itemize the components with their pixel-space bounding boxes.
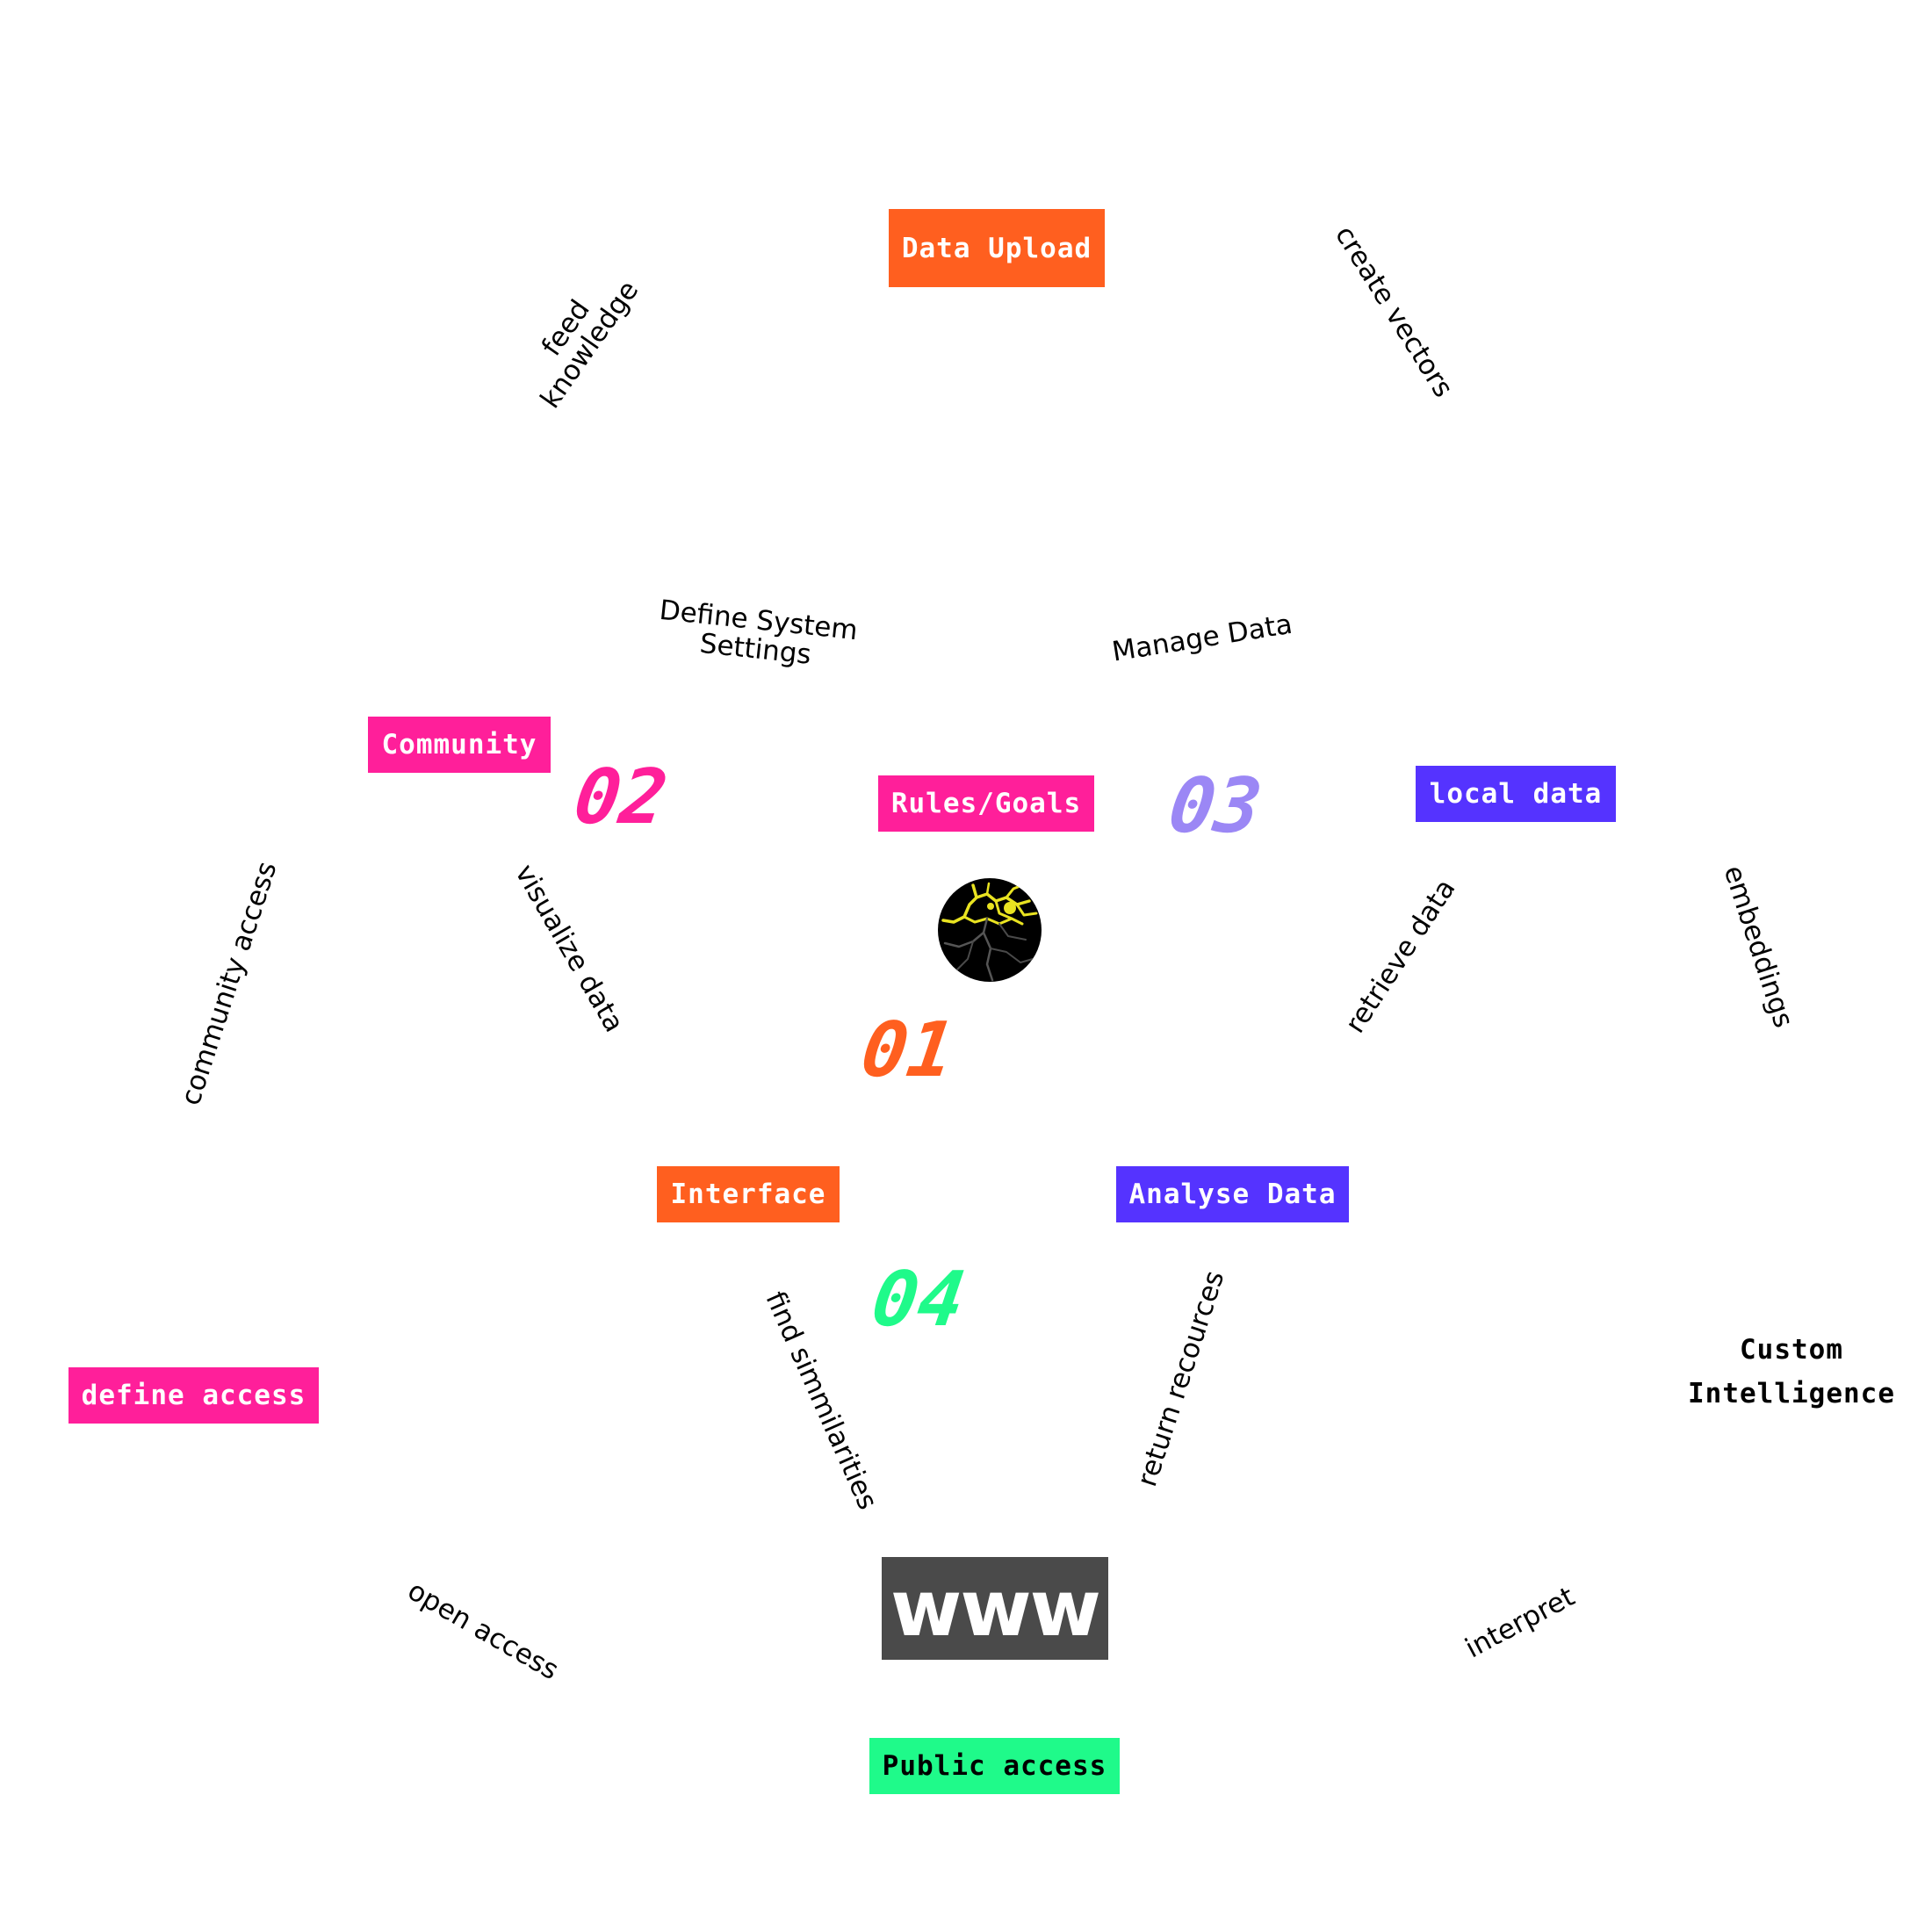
community-box: Community — [368, 717, 551, 773]
step-number-02: 02 — [568, 753, 673, 841]
embeddings-label: embeddings — [1717, 861, 1799, 1032]
find-simmilarities-label: find simmilarities — [759, 1287, 884, 1515]
globe-icon — [938, 878, 1042, 982]
custom-intelligence-label: Custom Intelligence — [1688, 1334, 1895, 1409]
community-access-label: community access — [174, 857, 284, 1109]
define-access-box: define access — [68, 1367, 319, 1424]
visualize-data-label: visualize data — [508, 859, 631, 1038]
feed-knowledge-label: feed knowledge — [534, 275, 645, 415]
rules-goals-box: Rules/Goals — [878, 775, 1094, 832]
www-box: www — [882, 1557, 1108, 1660]
create-vectors-label: create vectors — [1328, 220, 1460, 403]
retrieve-data-label: retrieve data — [1338, 873, 1462, 1039]
interface-box: Interface — [657, 1166, 840, 1222]
step-number-01: 01 — [855, 1006, 960, 1094]
manage-data-label: Manage Data — [1109, 608, 1295, 668]
step-number-03: 03 — [1163, 762, 1267, 850]
interpret-label: interpret — [1460, 1581, 1581, 1665]
www-text: www — [890, 1562, 1101, 1654]
step-number-04: 04 — [866, 1256, 970, 1344]
analyse-data-box: Analyse Data — [1116, 1166, 1349, 1222]
return-recources-label: return recources — [1131, 1266, 1231, 1491]
public-access-box: Public access — [869, 1738, 1120, 1794]
data-upload-box: Data Upload — [889, 209, 1105, 287]
define-system-settings-label: Define System Settings — [658, 594, 860, 671]
open-access-label: open access — [402, 1575, 565, 1687]
local-data-box: local data — [1416, 766, 1616, 822]
